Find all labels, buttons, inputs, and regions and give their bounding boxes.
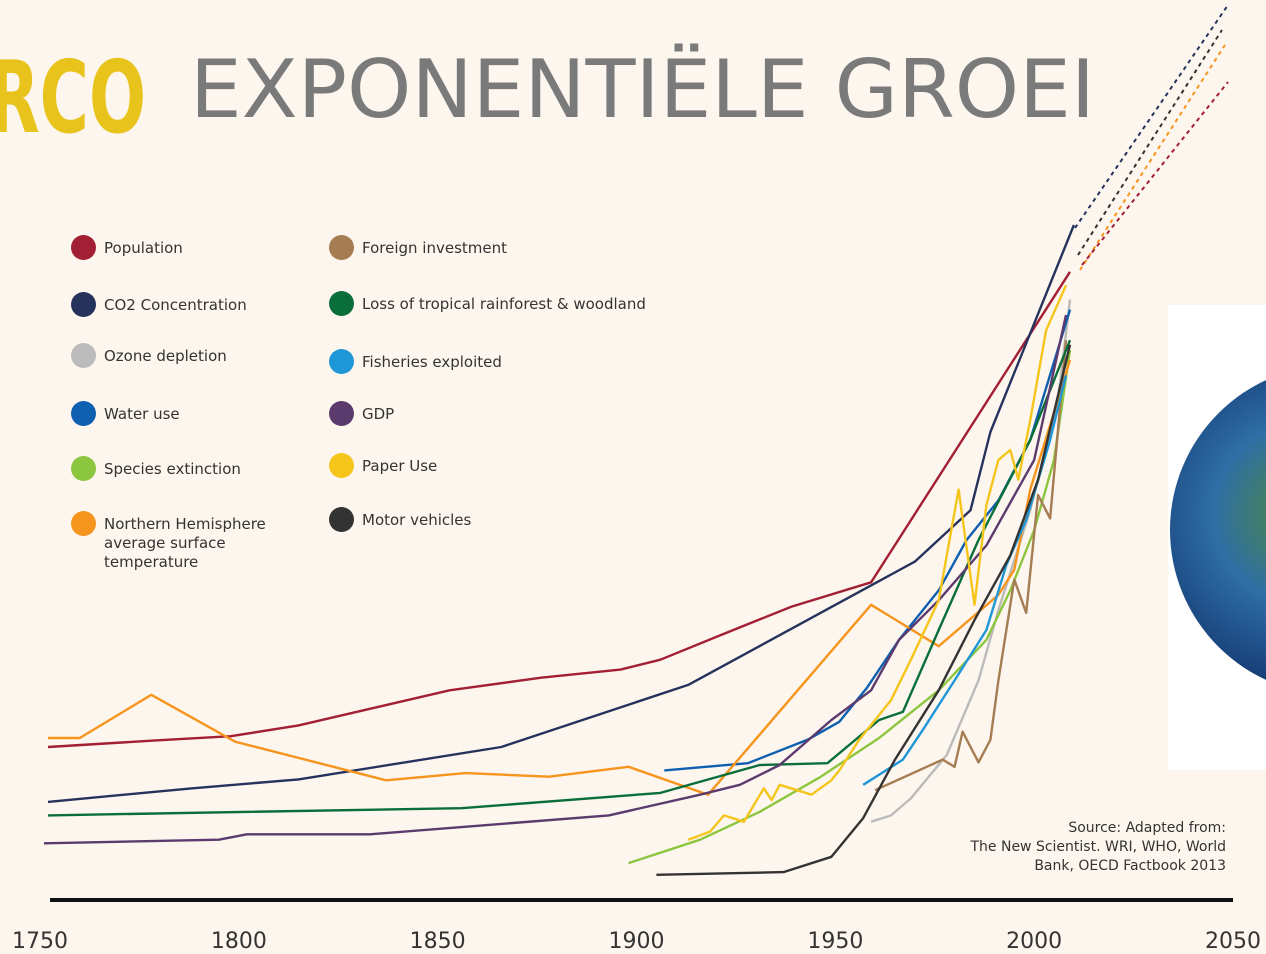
series-line bbox=[629, 350, 1071, 863]
projections bbox=[1075, 5, 1228, 270]
legend-item: CO2 Concentration bbox=[71, 296, 279, 317]
x-tick-label: 1750 bbox=[12, 929, 68, 954]
legend-label: Foreign investment bbox=[362, 239, 662, 258]
legend-label: Ozone depletion bbox=[104, 347, 279, 366]
title: EXPONENTIËLE GROEI bbox=[190, 43, 1095, 136]
legend-swatch bbox=[329, 453, 354, 478]
legend-swatch bbox=[71, 292, 96, 317]
brand: RCO bbox=[0, 39, 146, 156]
x-tick-label: 2050 bbox=[1205, 929, 1261, 954]
legend-item: Population bbox=[71, 239, 279, 260]
legend-item: GDP bbox=[329, 405, 662, 426]
legend-swatch bbox=[329, 291, 354, 316]
legend-label: Paper Use bbox=[362, 457, 662, 476]
legend-swatch bbox=[71, 456, 96, 481]
source-line: Source: Adapted from: bbox=[1068, 820, 1226, 836]
x-tick-label: 1800 bbox=[211, 929, 267, 954]
legend-item: Northern Hemisphere average surface temp… bbox=[71, 515, 279, 572]
legend-item: Ozone depletion bbox=[71, 347, 279, 368]
legend-item: Water use bbox=[71, 405, 279, 426]
legend-label: CO2 Concentration bbox=[104, 296, 279, 315]
legend-item: Species extinction bbox=[71, 460, 279, 481]
legend-item: Foreign investment bbox=[329, 239, 662, 260]
legend-swatch bbox=[71, 235, 96, 260]
legend-swatch bbox=[71, 401, 96, 426]
projection bbox=[1082, 82, 1228, 265]
legend-swatch bbox=[329, 507, 354, 532]
legend-label: Motor vehicles bbox=[362, 511, 662, 530]
series-line bbox=[656, 345, 1070, 875]
legend-label: Loss of tropical rainforest & woodland bbox=[362, 295, 662, 314]
legend-label: Population bbox=[104, 239, 279, 258]
legend-label: Fisheries exploited bbox=[362, 353, 662, 372]
legend-item: Paper Use bbox=[329, 457, 662, 478]
series-line bbox=[44, 315, 1066, 843]
series-line bbox=[664, 310, 1070, 771]
x-tick-label: 1900 bbox=[609, 929, 665, 954]
x-tick-label: 1950 bbox=[807, 929, 863, 954]
legend-label: Northern Hemisphere average surface temp… bbox=[104, 515, 279, 572]
legend-label: Species extinction bbox=[104, 460, 279, 479]
legend-swatch bbox=[329, 401, 354, 426]
legend-swatch bbox=[71, 511, 96, 536]
legend-item: Loss of tropical rainforest & woodland bbox=[329, 295, 662, 316]
projection bbox=[1078, 30, 1222, 255]
source-line: The New Scientist. WRI, WHO, World bbox=[970, 839, 1226, 855]
legend-swatch bbox=[71, 343, 96, 368]
series-line bbox=[48, 272, 1070, 747]
legend-label: Water use bbox=[104, 405, 279, 424]
legend-swatch bbox=[329, 349, 354, 374]
x-tick-label: 1850 bbox=[410, 929, 466, 954]
legend-label: GDP bbox=[362, 405, 662, 424]
projection bbox=[1080, 45, 1225, 270]
legend-swatch bbox=[329, 235, 354, 260]
source-line: Bank, OECD Factbook 2013 bbox=[1034, 858, 1226, 874]
projection bbox=[1075, 5, 1228, 228]
page: RCO EXPONENTIËLE GROEI 1750 1800 1850 1900 1… bbox=[0, 0, 1266, 954]
x-tick-label: 2000 bbox=[1006, 929, 1062, 954]
legend-item: Motor vehicles bbox=[329, 511, 662, 532]
legend-item: Fisheries exploited bbox=[329, 353, 662, 374]
